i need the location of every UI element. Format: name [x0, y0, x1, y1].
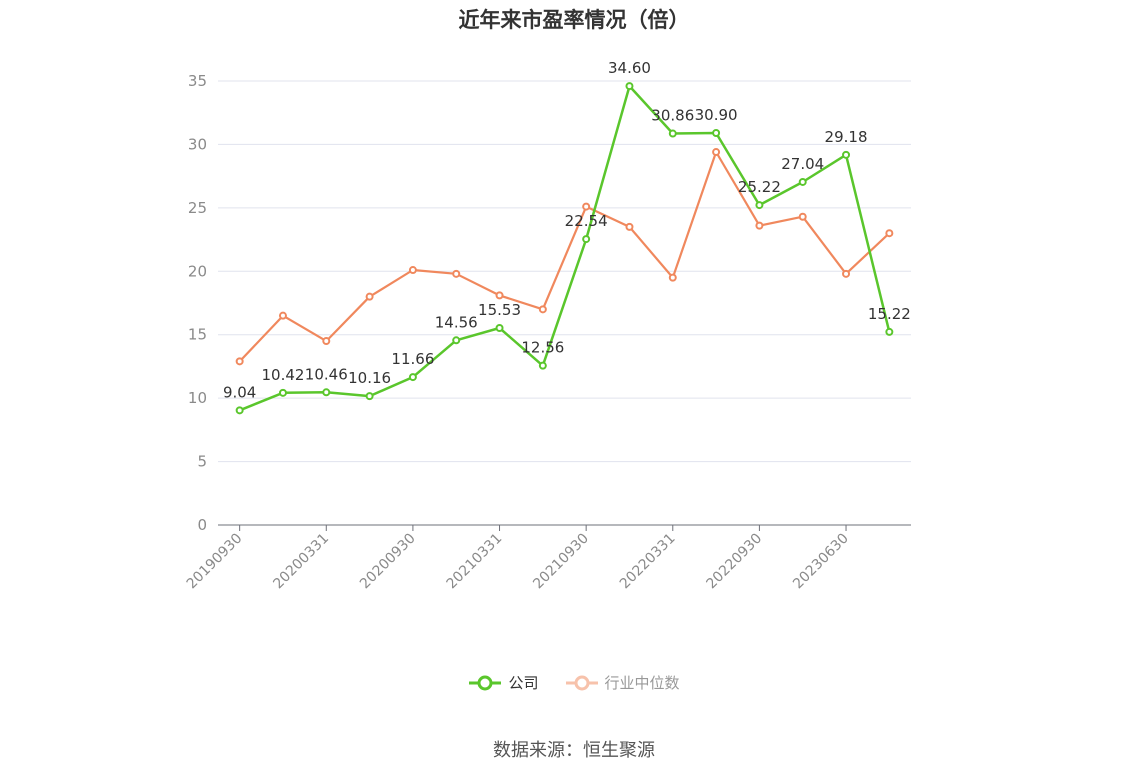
legend-item-industry-median[interactable]: 行业中位数	[565, 672, 680, 693]
data-label: 10.16	[348, 369, 391, 387]
x-tick-label: 20220331	[617, 531, 679, 593]
data-point	[625, 82, 634, 91]
series-line	[239, 84, 891, 412]
legend-label-company: 公司	[508, 674, 539, 692]
data-point	[278, 388, 287, 397]
data-source: 数据来源：恒生聚源	[493, 740, 655, 761]
data-point	[452, 336, 461, 345]
data-point	[408, 266, 417, 275]
data-point	[495, 291, 504, 300]
data-point	[582, 202, 591, 211]
data-point	[495, 323, 504, 332]
legend: 公司 行业中位数	[0, 672, 1148, 693]
data-label: 11.66	[391, 350, 434, 368]
line-chart: 0 5 10 15 20 25 30 35 20190930 20200331 20200930 20…	[184, 59, 911, 593]
y-tick-label: 25	[188, 199, 207, 217]
data-point	[712, 148, 721, 157]
x-tick-label: 20230630	[790, 531, 852, 593]
data-point	[668, 273, 677, 282]
data-point	[582, 235, 591, 244]
data-point	[668, 129, 677, 138]
y-tick-label: 5	[197, 453, 207, 471]
y-tick-label: 20	[188, 262, 207, 280]
data-label: 22.54	[565, 212, 608, 230]
x-tick-label: 20190930	[184, 531, 246, 593]
y-tick-label: 30	[188, 135, 207, 153]
data-point	[235, 406, 244, 415]
data-label: 10.42	[261, 366, 304, 384]
data-point	[885, 327, 894, 336]
data-point	[408, 373, 417, 382]
data-point	[755, 201, 764, 210]
data-label: 30.86	[651, 107, 694, 125]
data-point	[322, 388, 331, 397]
data-point	[842, 150, 851, 159]
data-point	[798, 177, 807, 186]
data-point	[235, 357, 244, 366]
data-point	[452, 269, 461, 278]
data-point	[278, 311, 287, 320]
y-tick-label: 0	[197, 516, 207, 534]
data-point	[538, 305, 547, 314]
data-label: 34.60	[608, 59, 651, 77]
data-point	[755, 221, 764, 230]
data-point	[712, 129, 721, 138]
data-label: 15.53	[478, 301, 521, 319]
data-label: 29.18	[825, 128, 868, 146]
x-tick-label: 20200930	[357, 531, 419, 593]
data-label: 9.04	[223, 383, 256, 401]
legend-label-industry-median: 行业中位数	[604, 674, 680, 692]
data-label: 15.22	[868, 305, 911, 323]
data-point	[625, 222, 634, 231]
y-tick-label: 10	[188, 389, 207, 407]
data-point	[885, 229, 894, 238]
series-line	[238, 150, 891, 363]
data-point	[365, 392, 374, 401]
legend-item-company[interactable]: 公司	[468, 672, 539, 693]
data-label: 12.56	[521, 339, 564, 357]
x-tick-label: 20210930	[530, 531, 592, 593]
series-company	[235, 82, 894, 415]
y-tick-label: 15	[188, 326, 207, 344]
chart-title: 近年来市盈率情况（倍）	[458, 8, 690, 32]
data-label: 27.04	[781, 155, 824, 173]
data-point	[538, 361, 547, 370]
data-label: 30.90	[695, 106, 738, 124]
data-point	[322, 337, 331, 346]
data-label: 10.46	[305, 365, 348, 383]
legend-marker-industry-median	[565, 675, 598, 690]
data-label: 14.56	[435, 313, 478, 331]
y-tick-label: 35	[188, 72, 207, 90]
data-point	[798, 212, 807, 221]
x-tick-label: 20220930	[704, 531, 766, 593]
data-point	[842, 269, 851, 278]
x-tick-label: 20210331	[444, 531, 506, 593]
legend-marker-company	[469, 675, 502, 690]
data-label: 25.22	[738, 178, 781, 196]
series-industry-median	[235, 148, 894, 366]
data-point	[365, 292, 374, 301]
x-tick-label: 20200331	[270, 531, 332, 593]
